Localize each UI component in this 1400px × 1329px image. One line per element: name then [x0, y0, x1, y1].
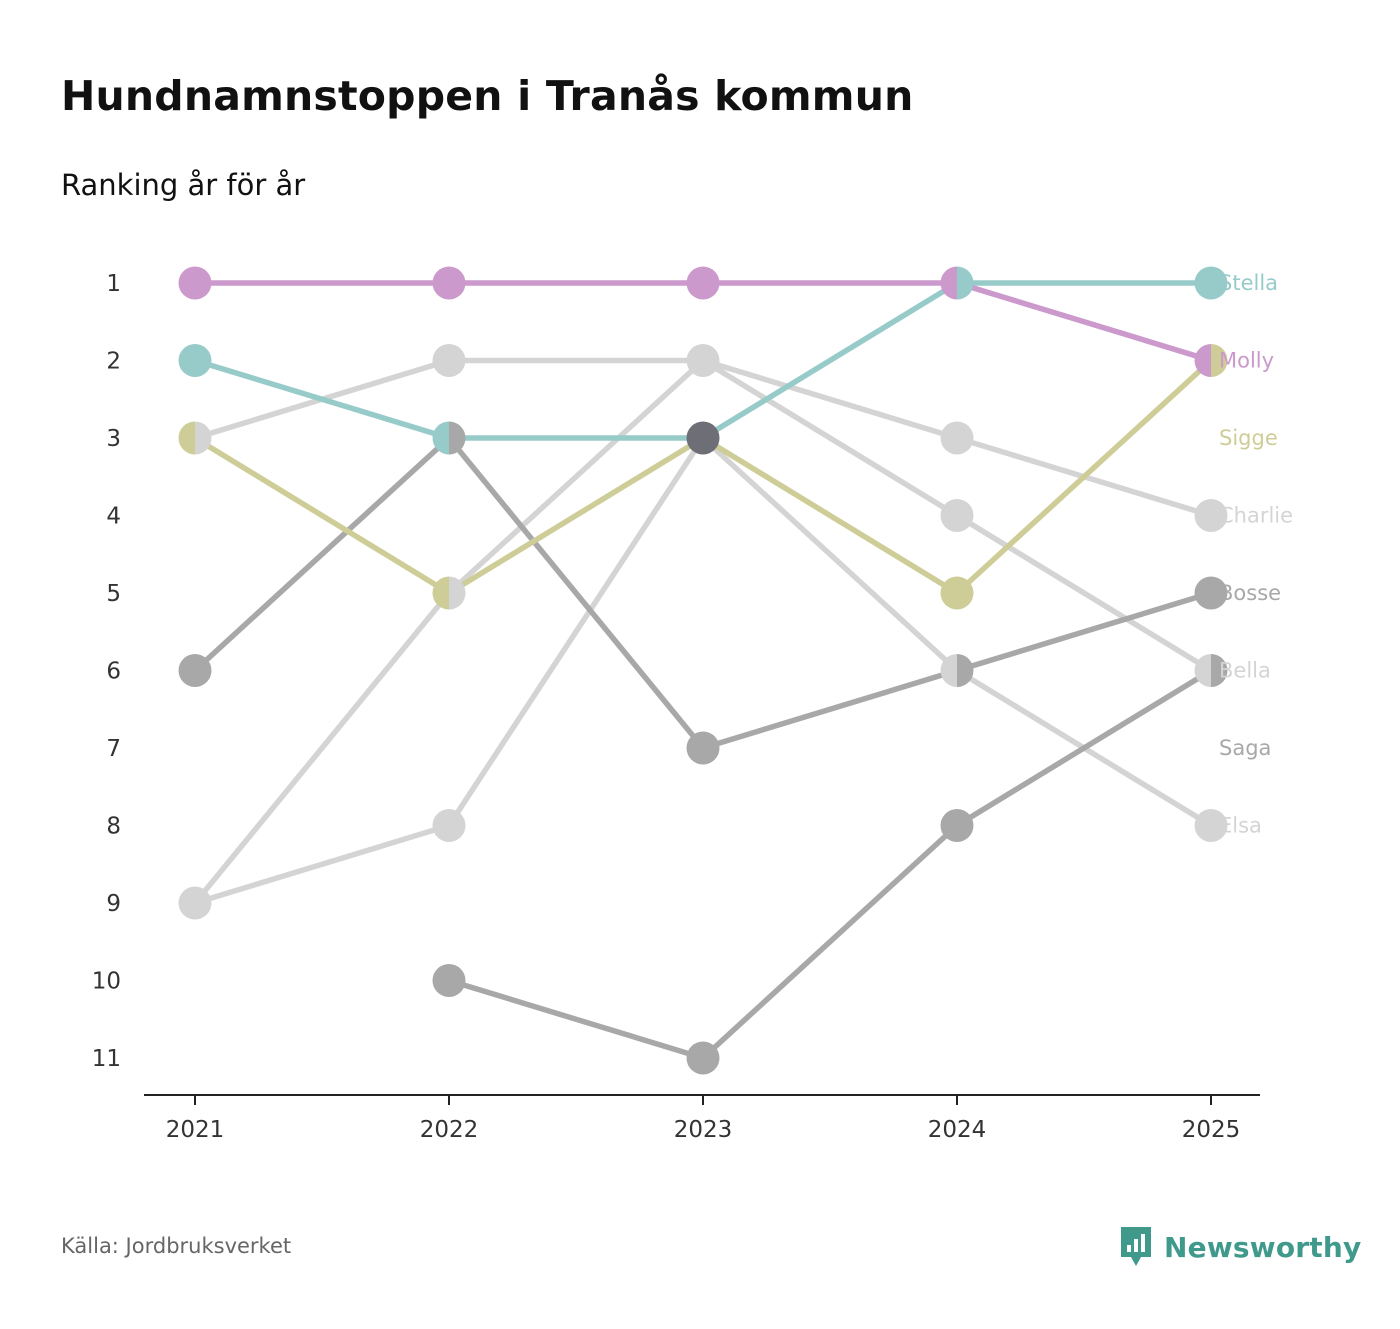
marker-charlie-2024 [940, 421, 974, 455]
series-label-molly: Molly [1219, 349, 1274, 373]
x-tick-label-2024: 2024 [928, 1117, 987, 1143]
marker-stella-2025 [1194, 266, 1228, 300]
y-tick-label-7: 7 [106, 736, 121, 762]
marker-stella-2022-left-half [432, 421, 449, 455]
marker-bella-2025-left-half [1194, 654, 1211, 687]
marker-bosse-2024-right-half [957, 654, 974, 687]
y-tick-label-5: 5 [106, 581, 121, 607]
y-tick-label-10: 10 [92, 969, 121, 995]
marker-bosse-2025 [1194, 576, 1228, 610]
marker-stella-2021 [178, 344, 212, 377]
brand-name: Newsworthy [1164, 1230, 1362, 1264]
source-note: Källa: Jordbruksverket [61, 1234, 292, 1258]
marker-charlie-2021 [178, 886, 212, 920]
marker-saga-2022 [432, 964, 466, 997]
marker-molly-2021 [178, 266, 212, 300]
marker-sigge-2024 [940, 576, 974, 610]
marker-bosse-2022-right-half [449, 421, 466, 455]
y-tick-label-9: 9 [106, 891, 121, 917]
series-line-bosse [192, 435, 1214, 751]
marker-molly-2025-left-half [1194, 344, 1211, 377]
brand[interactable]: Newsworthy [1118, 1224, 1361, 1270]
newsworthy-logo-icon [1121, 1227, 1151, 1266]
series-line-sigge [192, 357, 1214, 596]
y-tick-label-2: 2 [106, 349, 121, 375]
marker-saga-2023 [686, 1041, 720, 1075]
y-tick-label-6: 6 [106, 659, 121, 685]
marker-molly-2024-left-half [940, 266, 957, 300]
marker-bosse-2023 [686, 731, 720, 765]
x-tick-label-2023: 2023 [674, 1117, 733, 1143]
series-line-saga [446, 667, 1214, 1061]
series-labels: Stella Molly Sigge Charlie Bosse Bella Saga Els… [1219, 271, 1293, 838]
x-tick-label-2022: 2022 [420, 1117, 479, 1143]
marker-elsa-2025 [1194, 809, 1228, 842]
marker-charlie-2022-right-half [449, 576, 466, 610]
series-label-saga: Saga [1219, 736, 1271, 760]
y-tick-label-1: 1 [106, 271, 121, 297]
series-label-bella: Bella [1219, 659, 1271, 683]
series-lines [192, 280, 1214, 1061]
series-label-sigge: Sigge [1219, 426, 1278, 450]
marker-sigge-2025-right-half [1211, 344, 1228, 377]
marker-molly-2023 [686, 266, 720, 300]
x-tick-label-2021: 2021 [166, 1117, 225, 1143]
series-label-stella: Stella [1219, 271, 1278, 295]
marker-molly-2022 [432, 266, 466, 300]
marker-bella-2021-right-half [195, 421, 212, 455]
marker-2023-rank-3-shared [686, 421, 720, 455]
marker-bella-2022 [432, 344, 466, 377]
chart-subtitle: Ranking år för år [61, 168, 306, 202]
axes: 1 2 3 4 5 6 7 8 9 10 11 2021 2022 2023 2024 2025 [92, 271, 1260, 1143]
marker-saga-2025-right-half [1211, 654, 1228, 687]
marker-saga-2024 [940, 809, 974, 842]
y-tick-label-8: 8 [106, 814, 121, 840]
marker-elsa-2024-left-half [940, 654, 957, 687]
marker-sigge-2021-left-half [178, 421, 195, 455]
y-tick-label-4: 4 [106, 504, 121, 530]
series-label-bosse: Bosse [1219, 581, 1281, 605]
marker-elsa-2022 [432, 809, 466, 842]
marker-charlie-2023 [686, 344, 720, 377]
series-label-charlie: Charlie [1219, 504, 1293, 528]
chart-title: Hundnamnstoppen i Tranås kommun [61, 72, 914, 120]
marker-sigge-2022-left-half [432, 576, 449, 610]
series-label-elsa: Elsa [1219, 814, 1262, 838]
series-line-elsa [192, 435, 1214, 906]
marker-stella-2024-right-half [957, 266, 974, 300]
marker-bella-2024 [940, 499, 974, 532]
series-markers [178, 266, 1228, 1075]
marker-charlie-2025 [1194, 499, 1228, 532]
y-tick-label-3: 3 [106, 426, 121, 452]
marker-bosse-2021 [178, 654, 212, 687]
y-tick-label-11: 11 [92, 1046, 121, 1072]
x-tick-label-2025: 2025 [1182, 1117, 1241, 1143]
